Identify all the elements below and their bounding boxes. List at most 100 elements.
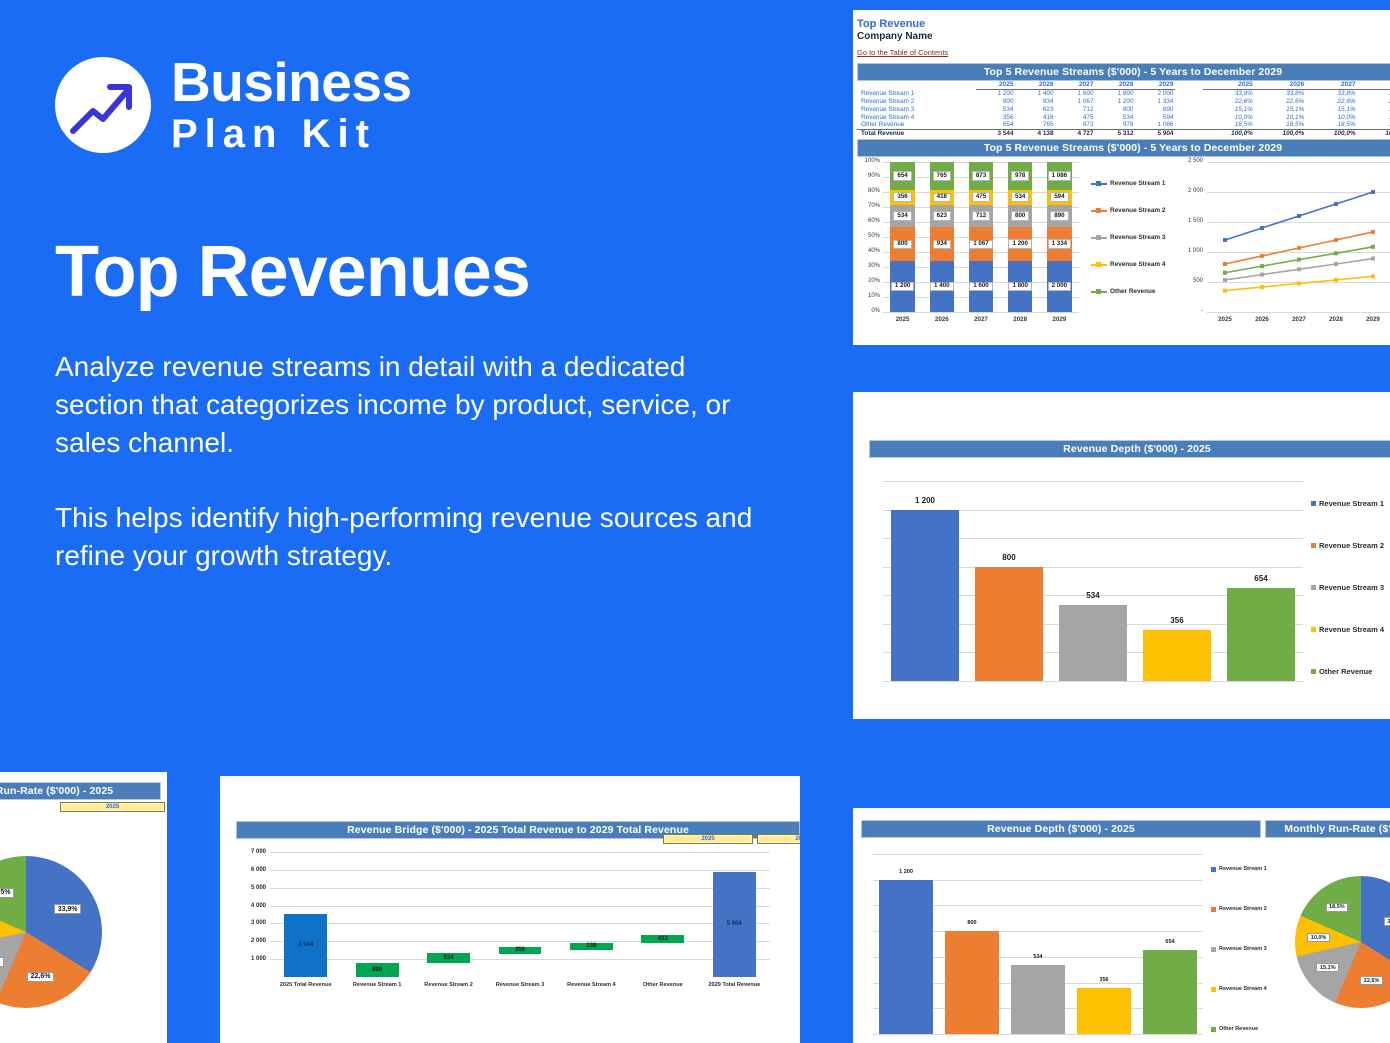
bar-value-label: 800 xyxy=(967,920,977,927)
bar xyxy=(1010,965,1066,1034)
stacked-segment: 934 xyxy=(929,227,954,262)
segment-value: 890 xyxy=(1050,211,1069,221)
stacked-segment: 534 xyxy=(1008,189,1033,205)
legend-label: Revenue Stream 4 xyxy=(1319,625,1385,634)
table-row: Revenue Stream 4 356 416 475 534 594 10,… xyxy=(857,113,1390,121)
pie-slice-label: 33,9% xyxy=(54,904,82,915)
banner-run-rate-clipped: Run-Rate ($'000) - 2025 xyxy=(0,782,161,800)
cell: 623 xyxy=(1042,105,1054,113)
y-axis-label: 5 000 xyxy=(250,884,266,891)
table-row: Revenue Stream 3 534 623 712 800 890 15,… xyxy=(857,105,1390,113)
gridline xyxy=(270,852,770,853)
x-axis-label: 2027 xyxy=(1292,316,1306,323)
legend-marker xyxy=(1091,288,1107,294)
y-axis-label: 1 000 xyxy=(250,956,266,963)
stacked-segment: 1 334 xyxy=(1047,227,1072,262)
legend-item[interactable]: Revenue Stream 4 xyxy=(1091,261,1165,268)
bar xyxy=(974,566,1044,681)
stacked-segment: 623 xyxy=(929,204,954,228)
to-year-spinner[interactable]: 2029 xyxy=(757,834,800,844)
line-series-svg xyxy=(1223,190,1375,293)
cell: 1 334 xyxy=(1157,97,1174,105)
cell-pct: 22,6% xyxy=(1234,97,1253,105)
legend-item[interactable]: Other Revenue xyxy=(1091,288,1155,295)
gridline xyxy=(883,312,1079,313)
y-axis-label: 0% xyxy=(871,308,880,314)
stacked-segment: 594 xyxy=(1047,189,1072,205)
stacked-segment: 800 xyxy=(1008,204,1033,228)
x-axis-label: Revenue Stream 3 xyxy=(495,982,545,988)
cell: 712 xyxy=(1082,105,1094,113)
legend-item[interactable]: Other Revenue xyxy=(1311,667,1372,676)
pct-col-2027: 2027 xyxy=(1306,81,1358,90)
pie-chart xyxy=(0,856,102,1008)
stacked-segment: 1 067 xyxy=(968,227,994,262)
y-axis-label: 4 000 xyxy=(250,902,266,909)
legend-item[interactable]: Revenue Stream 3 xyxy=(1091,234,1165,241)
waterfall-bar: 432 xyxy=(641,934,685,943)
segment-value: 534 xyxy=(893,211,912,221)
legend-item[interactable]: Other Revenue xyxy=(1211,1026,1258,1032)
col-2025: 2025 xyxy=(975,81,1016,90)
bar xyxy=(944,931,1000,1034)
table-of-contents-link[interactable]: Go to the Table of Contents xyxy=(857,48,949,57)
legend-item[interactable]: Revenue Stream 1 xyxy=(1311,499,1384,508)
stacked-segment: 356 xyxy=(890,189,915,205)
sheet-header: Top Revenue Company Name Go to the Table… xyxy=(853,10,1390,60)
x-axis-label: 2029 xyxy=(1366,316,1380,323)
col-2029: 2029 xyxy=(1135,81,1176,90)
table-row: Revenue Stream 2 800 934 1 067 1 200 1 3… xyxy=(857,98,1390,106)
cell: 1 200 xyxy=(1117,97,1134,105)
legend-marker xyxy=(1091,180,1107,186)
stacked-segment: 416 xyxy=(929,189,954,205)
segment-value: 623 xyxy=(932,211,951,221)
banner-revenue-depth-2: Revenue Depth ($'000) - 2025 xyxy=(861,820,1261,838)
pct-col-2025: 2025 xyxy=(1203,81,1255,90)
cell-pct: 15,1% xyxy=(1234,105,1253,113)
y-axis-label: 6 000 xyxy=(250,866,266,873)
pie-slice-label: 33,9% xyxy=(1383,917,1390,927)
cell-pct: 22,6% xyxy=(1286,97,1305,105)
row-label: Revenue Stream 2 xyxy=(861,97,915,105)
revenue-streams-table: 2025 2026 2027 2028 2029 2025 2026 2027 … xyxy=(857,81,1390,138)
legend-item[interactable]: Revenue Stream 2 xyxy=(1091,207,1165,214)
legend-item[interactable]: Revenue Stream 4 xyxy=(1211,986,1267,992)
gridline xyxy=(270,869,770,871)
legend-item[interactable]: Revenue Stream 3 xyxy=(1311,583,1384,592)
x-axis-label: 2028 xyxy=(1013,316,1028,323)
gridline xyxy=(873,956,1203,958)
legend-label: Revenue Stream 1 xyxy=(1319,499,1385,508)
banner-stacked-chart: Top 5 Revenue Streams ($'000) - 5 Years … xyxy=(857,139,1390,158)
legend-label: Revenue Stream 3 xyxy=(1110,234,1166,241)
gridline xyxy=(883,595,1303,597)
legend-item[interactable]: Revenue Stream 3 xyxy=(1211,946,1267,952)
gridline xyxy=(873,931,1203,933)
y-axis-label: 100% xyxy=(864,158,880,164)
col-2026: 2026 xyxy=(1015,81,1056,90)
gridline xyxy=(270,923,770,925)
legend-item[interactable]: Revenue Stream 2 xyxy=(1211,906,1267,912)
legend-label: Revenue Stream 2 xyxy=(1110,207,1166,214)
brand-logo: Business Plan Kit xyxy=(55,55,795,154)
cell-pct: 22,6% xyxy=(1337,97,1356,105)
trend-arrow-icon xyxy=(55,56,151,153)
from-year-spinner[interactable]: 2025 xyxy=(663,834,753,844)
year-spinner-left[interactable]: 2025 xyxy=(60,802,165,812)
x-axis-label: 2026 xyxy=(934,316,949,323)
run-rate-pie-right: 33,9% 22,6% 15,1% 10,0% 18,5% xyxy=(1265,840,1390,1040)
cell: 765 xyxy=(1042,121,1054,129)
legend-item[interactable]: Revenue Stream 4 xyxy=(1311,625,1384,634)
waterfall-value: 5 904 xyxy=(726,921,742,928)
stacked-segment: 890 xyxy=(1047,204,1072,228)
stacked-segment: 800 xyxy=(890,227,915,262)
legend-item[interactable]: Revenue Stream 2 xyxy=(1311,541,1384,550)
legend-item[interactable]: Revenue Stream 1 xyxy=(1211,866,1267,872)
legend-marker xyxy=(1091,207,1107,213)
promo-paragraph-2: This helps identify high-performing reve… xyxy=(55,502,753,572)
legend-item[interactable]: Revenue Stream 1 xyxy=(1091,180,1165,187)
segment-value: 1 400 xyxy=(930,281,954,292)
cell-pct: 22,6% xyxy=(1358,98,1390,106)
total-pct: 100,0% xyxy=(1254,128,1307,138)
stacked-segment: 654 xyxy=(890,162,915,190)
promo-block: Business Plan Kit Top Revenues Analyze r… xyxy=(55,55,795,575)
